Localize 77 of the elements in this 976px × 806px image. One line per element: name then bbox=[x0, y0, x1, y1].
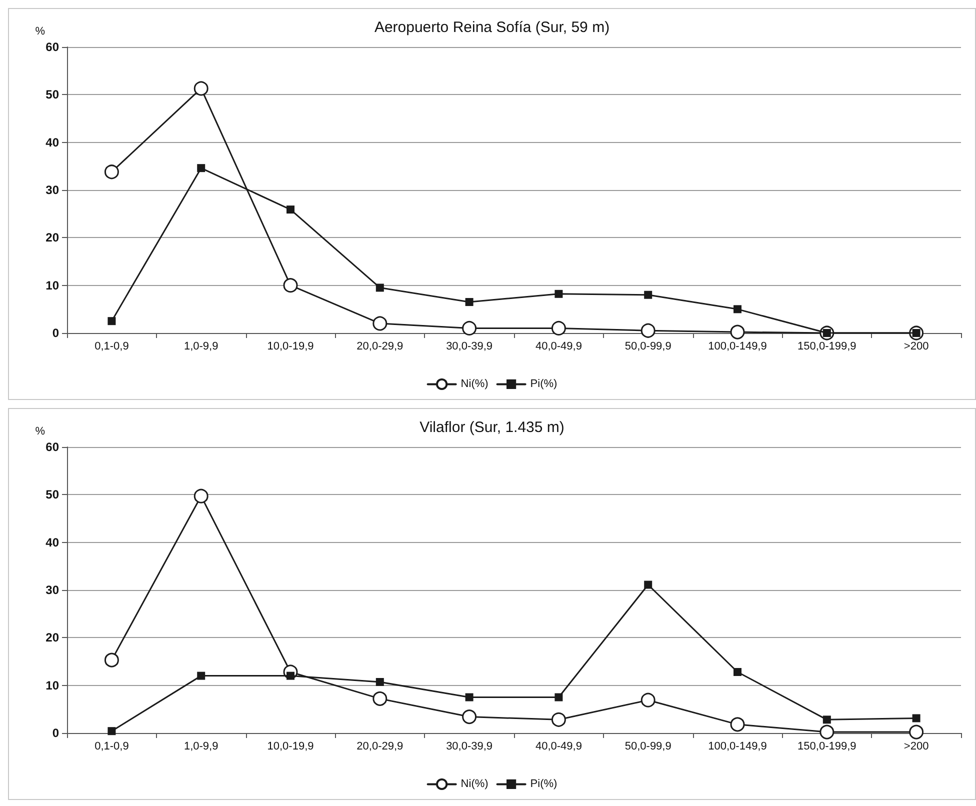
legend-label: Ni(%) bbox=[460, 778, 488, 790]
point bbox=[376, 678, 384, 686]
x-tick-label: >200 bbox=[904, 740, 929, 752]
y-tick-label: 60 bbox=[46, 440, 60, 454]
point bbox=[822, 716, 831, 724]
y-tick-label: 0 bbox=[52, 326, 60, 340]
point bbox=[104, 652, 119, 668]
chart-title: Aeropuerto Reina Sofía (Sur, 59 m) bbox=[374, 19, 610, 36]
point bbox=[730, 324, 745, 340]
point bbox=[734, 668, 742, 676]
y-tick-label: 20 bbox=[46, 230, 60, 245]
y-tick-label: 50 bbox=[46, 488, 60, 502]
x-tick-label: 50,0-99,9 bbox=[624, 340, 672, 352]
x-tick-label: 1,0-9,9 bbox=[184, 740, 218, 752]
point bbox=[644, 580, 652, 589]
chart-title: Vilaflor (Sur, 1.435 m) bbox=[420, 419, 564, 436]
x-tick-label: 10,0-19,9 bbox=[267, 340, 314, 352]
x-tick-label: 20,0-29,9 bbox=[356, 740, 404, 752]
point bbox=[640, 692, 656, 708]
point bbox=[372, 316, 388, 331]
point bbox=[104, 164, 119, 180]
point bbox=[197, 672, 206, 680]
y-tick-label: 10 bbox=[46, 278, 60, 292]
point bbox=[554, 290, 563, 298]
point bbox=[554, 693, 563, 702]
x-tick-label: 1,0-9,9 bbox=[184, 340, 218, 352]
point bbox=[820, 724, 834, 740]
point bbox=[283, 278, 298, 293]
point bbox=[640, 323, 656, 338]
y-axis-title: % bbox=[35, 426, 46, 438]
x-tick-label: 40,0-49,9 bbox=[535, 740, 582, 752]
x-tick-label: 100,0-149,9 bbox=[708, 740, 767, 752]
y-axis-title: % bbox=[35, 26, 46, 38]
x-tick-label: 30,0-39,9 bbox=[446, 740, 493, 752]
point bbox=[108, 727, 116, 736]
legend-label: Ni(%) bbox=[460, 378, 488, 390]
point bbox=[286, 206, 294, 214]
x-tick-label: 0,1-0,9 bbox=[94, 740, 129, 752]
point bbox=[462, 320, 477, 336]
point bbox=[197, 164, 206, 172]
x-tick-label: 150,0-199,9 bbox=[798, 340, 856, 352]
point bbox=[194, 488, 208, 504]
y-tick-label: 50 bbox=[46, 88, 60, 102]
point bbox=[465, 298, 474, 306]
x-tick-label: 10,0-19,9 bbox=[267, 740, 314, 752]
point bbox=[376, 284, 384, 292]
y-tick-label: 10 bbox=[46, 678, 60, 692]
point bbox=[912, 714, 920, 722]
point bbox=[194, 81, 208, 96]
x-tick-label: 20,0-29,9 bbox=[356, 340, 404, 352]
legend-label: Pi(%) bbox=[530, 378, 558, 390]
x-tick-label: >200 bbox=[904, 340, 929, 352]
point bbox=[462, 710, 477, 724]
point bbox=[551, 712, 566, 727]
x-tick-label: 150,0-199,9 bbox=[798, 740, 856, 752]
x-tick-label: 100,0-149,9 bbox=[708, 340, 767, 352]
x-tick-label: 0,1-0,9 bbox=[94, 340, 129, 352]
y-tick-label: 40 bbox=[46, 135, 60, 150]
x-tick-label: 30,0-39,9 bbox=[446, 340, 493, 352]
point bbox=[372, 691, 388, 706]
point bbox=[644, 290, 652, 299]
point bbox=[286, 672, 294, 680]
point bbox=[734, 305, 742, 314]
x-tick-label: 50,0-99,9 bbox=[624, 740, 672, 752]
point bbox=[465, 693, 474, 702]
y-tick-label: 40 bbox=[46, 535, 60, 550]
y-tick-label: 30 bbox=[46, 183, 60, 197]
y-tick-label: 20 bbox=[46, 630, 60, 645]
legend-label: Pi(%) bbox=[530, 778, 558, 790]
y-tick-label: 30 bbox=[46, 583, 60, 597]
point bbox=[551, 320, 566, 336]
y-tick-label: 0 bbox=[52, 726, 60, 740]
point bbox=[730, 717, 745, 732]
y-tick-label: 60 bbox=[46, 40, 60, 54]
point bbox=[108, 317, 116, 326]
point bbox=[909, 724, 924, 740]
x-tick-label: 40,0-49,9 bbox=[535, 340, 582, 352]
